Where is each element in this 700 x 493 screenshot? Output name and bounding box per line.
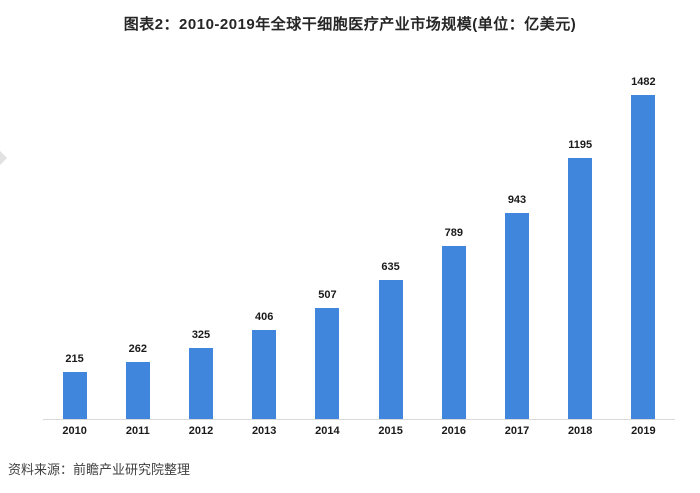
x-axis-tick-label: 2014 — [315, 425, 340, 437]
bar — [252, 330, 277, 419]
x-axis-tick-label: 2015 — [378, 425, 403, 437]
bar-value-label: 635 — [381, 261, 400, 273]
chart-title: 图表2：2010-2019年全球干细胞医疗产业市场规模(单位：亿美元) — [123, 16, 577, 33]
x-axis-tick-label: 2012 — [188, 425, 214, 437]
bar-value-label: 1195 — [568, 139, 593, 151]
bar — [631, 95, 656, 419]
bar — [189, 348, 213, 419]
source-note: 资料来源：前瞻产业研究院整理 — [8, 462, 191, 477]
bar-value-label: 406 — [255, 311, 274, 323]
bar — [568, 158, 593, 419]
bar-value-label: 262 — [128, 343, 147, 355]
bar — [62, 372, 87, 419]
bar-value-label: 943 — [507, 194, 527, 206]
x-axis-line — [43, 419, 675, 420]
x-axis-tick-label: 2016 — [441, 425, 467, 437]
x-axis-tick-label: 2019 — [631, 425, 656, 437]
bar-value-label: 507 — [318, 289, 337, 301]
bar-value-label: 215 — [65, 353, 84, 365]
x-axis-tick-label: 2018 — [567, 425, 593, 437]
x-axis-tick-label: 2010 — [62, 425, 87, 437]
bar — [315, 308, 340, 419]
bar-value-label: 789 — [444, 227, 463, 239]
bar — [378, 280, 403, 419]
bar — [441, 246, 466, 419]
x-axis-tick-label: 2013 — [251, 425, 277, 437]
x-axis-tick-label: 2011 — [125, 425, 150, 437]
bar-value-label: 325 — [191, 329, 211, 341]
bar — [505, 213, 529, 419]
x-axis-tick-label: 2017 — [504, 425, 530, 437]
bar — [125, 362, 150, 419]
bar-value-label: 1482 — [631, 76, 656, 88]
